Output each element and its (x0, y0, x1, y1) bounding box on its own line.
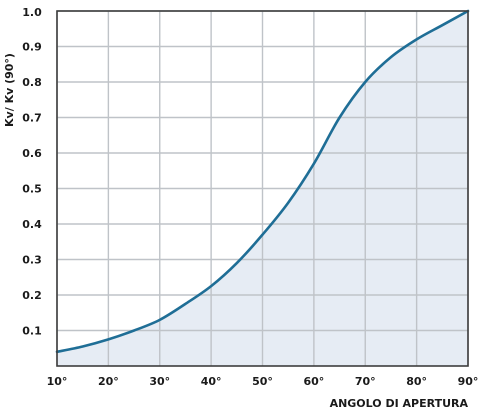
plot-frame-layer (56, 10, 469, 367)
y-tick-label: 0.7 (22, 112, 42, 125)
y-tick-label: 0.6 (22, 147, 42, 160)
series-line (55, 9, 470, 354)
x-tick-label: 70° (355, 375, 376, 388)
y-axis-title: Kv/ Kv (90°) (3, 53, 16, 127)
x-tick-label: 20° (98, 375, 119, 388)
x-tick-labels: 10° 20° 30° 40° 50° 60° 70° 80° 90° (47, 375, 479, 388)
y-tick-label: 0.9 (22, 41, 42, 54)
x-axis-title: ANGOLO DI APERTURA (330, 397, 469, 410)
y-tick-label: 0.2 (22, 289, 42, 302)
y-tick-labels: 0.1 0.2 0.3 0.4 0.5 0.6 0.7 0.8 0.9 1.0 (22, 6, 42, 338)
x-tick-label: 80° (406, 375, 427, 388)
series-line-layer (55, 9, 470, 354)
y-tick-label: 0.8 (22, 76, 42, 89)
y-tick-label: 0.4 (22, 218, 42, 231)
grid-layer (56, 10, 469, 366)
x-tick-label: 40° (201, 375, 222, 388)
plot-frame (56, 10, 469, 367)
x-tick-label: 90° (458, 375, 479, 388)
y-tick-label: 0.5 (22, 183, 42, 196)
x-tick-label: 50° (252, 375, 273, 388)
x-tick-label: 30° (149, 375, 170, 388)
y-tick-label: 0.3 (22, 254, 42, 267)
x-tick-label: 10° (47, 375, 68, 388)
x-tick-label: 60° (303, 375, 324, 388)
y-tick-label: 0.1 (22, 325, 42, 338)
y-tick-label: 1.0 (22, 6, 42, 19)
